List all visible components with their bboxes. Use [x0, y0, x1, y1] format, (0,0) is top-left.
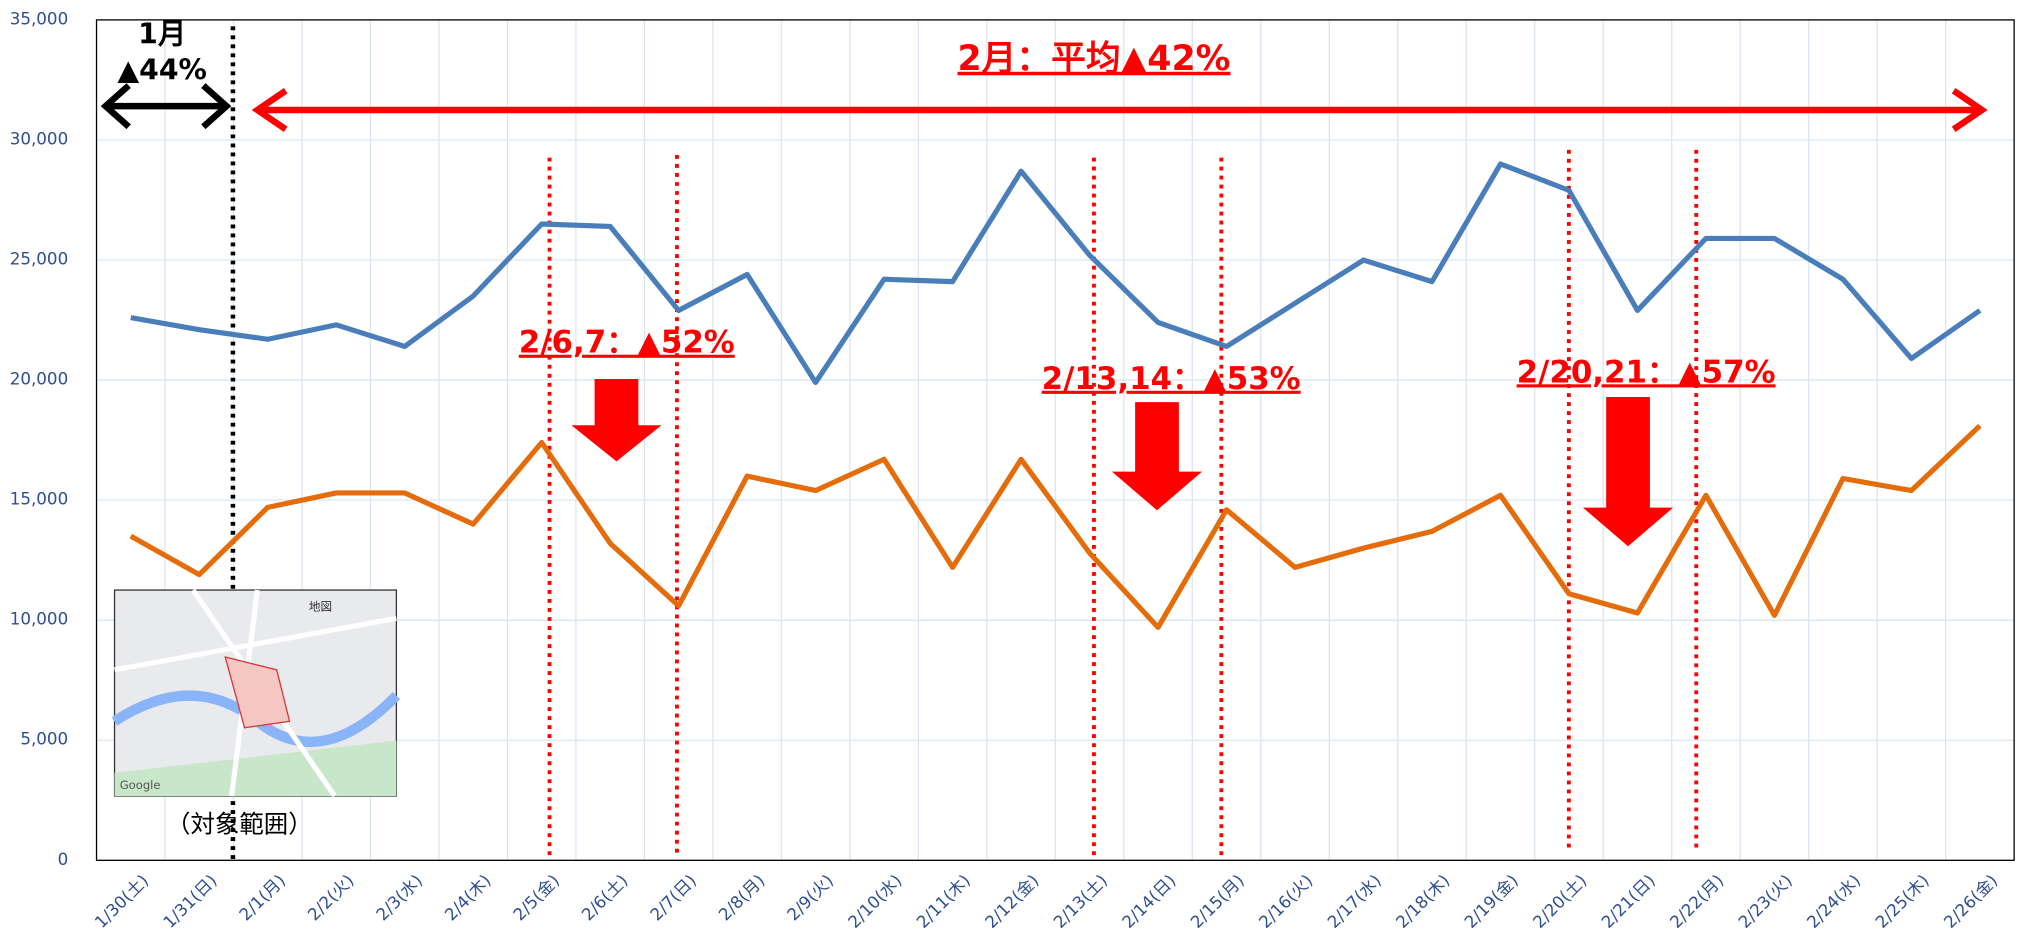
annotation: 2月：平均▲42%	[957, 39, 1230, 79]
x-tick-label: 2/8(月)	[714, 870, 768, 924]
x-tick-label: 2/26(金)	[1940, 870, 2002, 932]
y-tick-label: 10,000	[10, 609, 69, 629]
x-tick-label: 2/6(土)	[577, 870, 631, 924]
x-tick-label: 2/10(水)	[844, 870, 906, 932]
annotation: 2/13,14：▲53%	[1042, 361, 1301, 397]
y-tick-label: 25,000	[10, 249, 69, 269]
x-tick-label: 2/9(火)	[783, 870, 837, 924]
chart: 地図 Google 0 5,000 10,000 15,000 20,000 25,000…	[0, 0, 2018, 951]
x-tick-label: 2/17(水)	[1323, 870, 1385, 932]
x-tick-label: 2/19(金)	[1460, 870, 1522, 932]
x-tick-label: 2/13(土)	[1049, 870, 1111, 932]
x-tick-label: 2/16(火)	[1255, 870, 1317, 932]
x-tick-label: 2/15(月)	[1186, 870, 1248, 932]
x-tick-label: 2/11(木)	[912, 870, 974, 932]
period-markers	[550, 150, 1697, 855]
x-tick-label: 2/24(水)	[1803, 870, 1865, 932]
map-label: Google	[120, 778, 161, 792]
x-tick-label: 2/23(火)	[1734, 870, 1796, 932]
x-tick-label: 2/1(月)	[235, 870, 289, 924]
x-tick-label: 1/31(日)	[159, 870, 221, 932]
range-arrows	[106, 86, 1982, 130]
y-tick-label: 0	[58, 849, 69, 869]
y-tick-label: 35,000	[10, 8, 69, 28]
x-tick-label: 2/3(水)	[372, 870, 426, 924]
x-tick-label: 2/25(木)	[1871, 870, 1933, 932]
x-tick-label: 2/4(木)	[440, 870, 494, 924]
x-tick-label: 2/7(日)	[646, 870, 700, 924]
annotation: 2/6,7：▲52%	[519, 325, 735, 361]
down-arrows	[571, 379, 1673, 546]
annotation: 2/20,21：▲57%	[1517, 354, 1776, 390]
x-tick-label: 2/21(日)	[1597, 870, 1659, 932]
y-tick-label: 20,000	[10, 369, 69, 389]
x-tick-label: 2/2(火)	[303, 870, 357, 924]
map-inset: 地図 Google	[115, 590, 397, 796]
annotation: ▲44%	[117, 53, 206, 86]
x-tick-label: 2/20(土)	[1529, 870, 1591, 932]
y-tick-label: 15,000	[10, 489, 69, 509]
y-tick-label: 5,000	[20, 729, 68, 749]
map-label: 地図	[309, 599, 332, 613]
annotation: 1月	[138, 17, 186, 50]
x-tick-label: 2/22(月)	[1666, 870, 1728, 932]
x-tick-label: 2/14(日)	[1118, 870, 1180, 932]
x-tick-label: 2/18(木)	[1392, 870, 1454, 932]
x-tick-label: 1/30(土)	[90, 870, 152, 932]
y-tick-label: 30,000	[10, 128, 69, 148]
x-tick-label: 2/12(金)	[981, 870, 1043, 932]
annotation: （対象範囲）	[166, 810, 313, 839]
x-tick-label: 2/5(金)	[509, 870, 563, 924]
